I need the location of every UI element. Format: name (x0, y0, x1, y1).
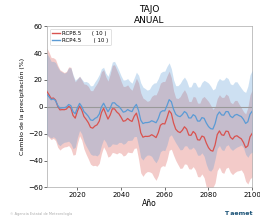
Text: © Agencia Estatal de Meteorología: © Agencia Estatal de Meteorología (10, 212, 73, 216)
Legend: RCP8.5      ( 10 ), RCP4.5       ( 10 ): RCP8.5 ( 10 ), RCP4.5 ( 10 ) (50, 29, 111, 45)
Title: TAJO
ANUAL: TAJO ANUAL (134, 5, 165, 25)
X-axis label: Año: Año (142, 199, 157, 208)
Text: T aemet: T aemet (224, 211, 252, 216)
Y-axis label: Cambio de la precipitación (%): Cambio de la precipitación (%) (20, 58, 25, 155)
